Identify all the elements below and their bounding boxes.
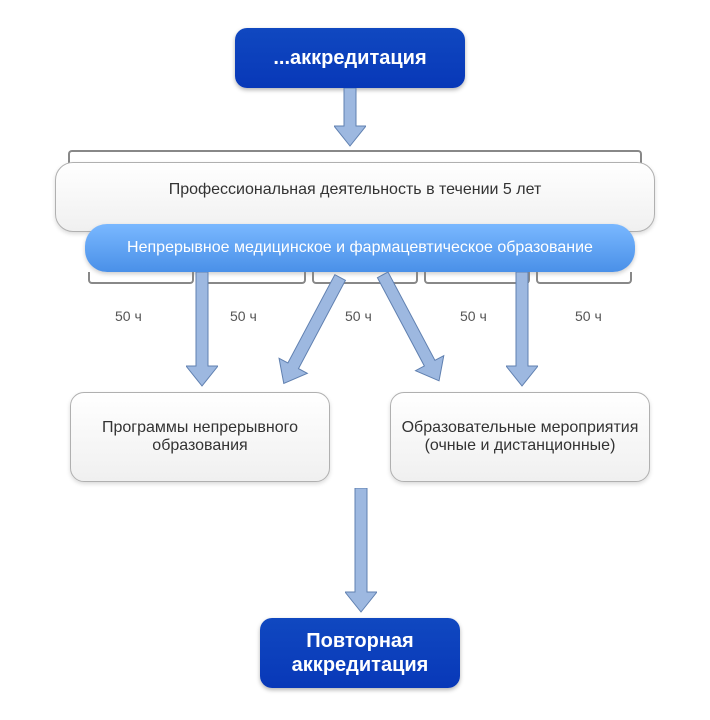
arrow-angled-right <box>362 270 482 396</box>
arrow-down-2 <box>186 272 218 390</box>
arrow-down-3 <box>506 272 538 390</box>
arrow-angled-left <box>238 270 358 396</box>
node-prof-activity: Профессиональная деятельность в течении … <box>55 162 655 232</box>
node-label: Повторная аккредитация <box>260 629 460 677</box>
arrow-down-1 <box>334 88 366 150</box>
flowchart-container: ...аккредитация Профессиональная деятель… <box>10 10 700 710</box>
node-label: Программы непрерывного образования <box>81 419 319 455</box>
hour-label-1: 50 ч <box>115 308 142 324</box>
arrow-down-4 <box>345 488 377 616</box>
node-accreditation-bottom: Повторная аккредитация <box>260 618 460 688</box>
node-continuous-edu: Непрерывное медицинское и фармацевтическ… <box>85 224 635 272</box>
node-events: Образовательные мероприятия (очные и дис… <box>390 392 650 482</box>
node-label: ...аккредитация <box>273 47 426 70</box>
hour-label-5: 50 ч <box>575 308 602 324</box>
sub-bracket-1 <box>88 272 194 284</box>
node-label: Непрерывное медицинское и фармацевтическ… <box>117 238 603 257</box>
node-programs: Программы непрерывного образования <box>70 392 330 482</box>
node-label: Профессиональная деятельность в течении … <box>169 181 542 199</box>
sub-bracket-5 <box>536 272 632 284</box>
node-accreditation-top: ...аккредитация <box>235 28 465 88</box>
node-label: Образовательные мероприятия (очные и дис… <box>401 419 639 455</box>
